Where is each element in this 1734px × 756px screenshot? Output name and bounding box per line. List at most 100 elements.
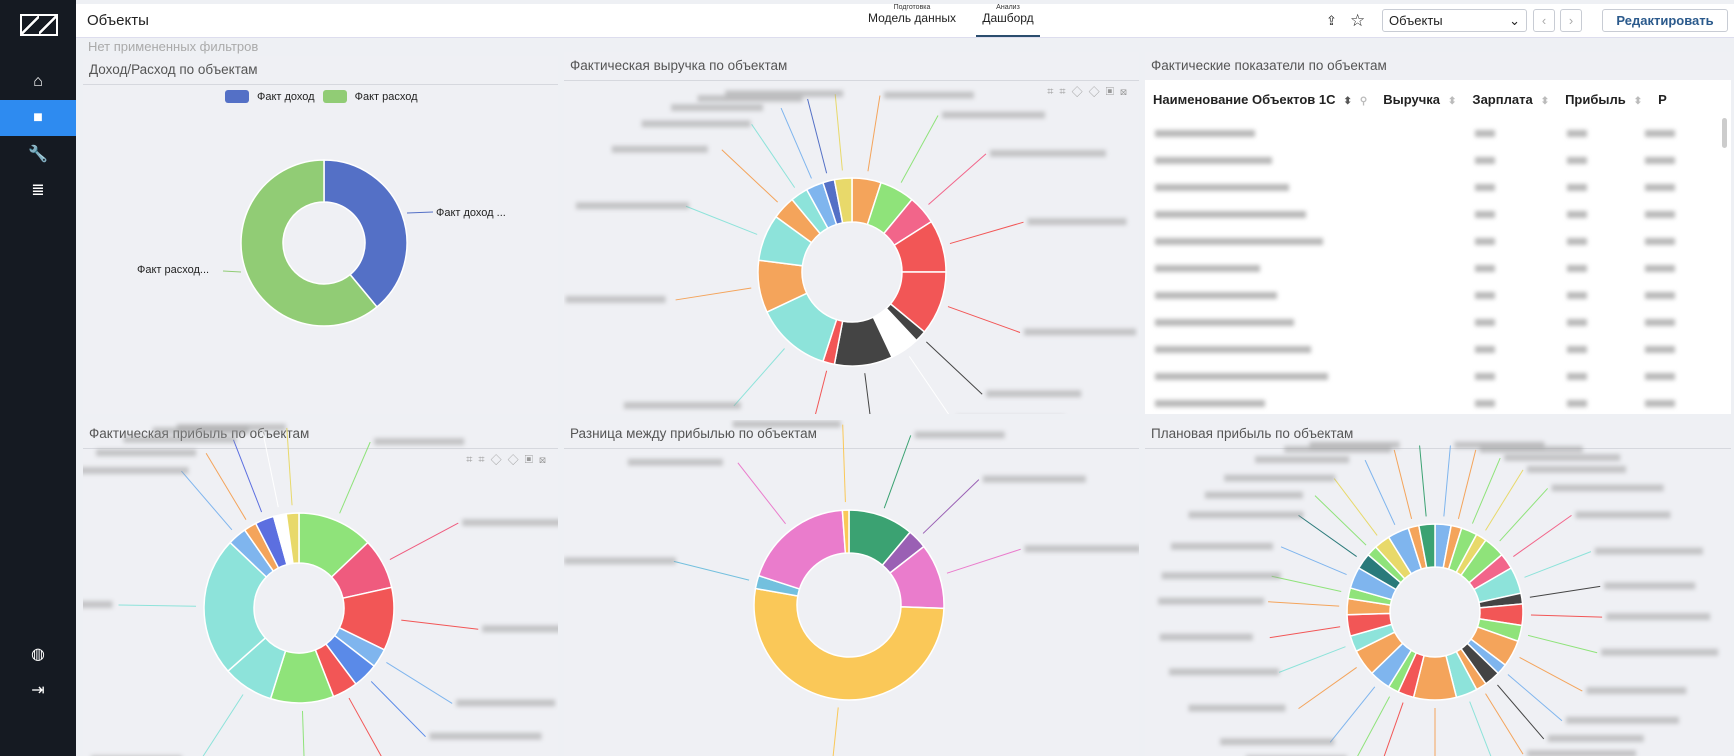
label-line bbox=[926, 341, 983, 395]
label-line bbox=[867, 95, 881, 172]
share-icon[interactable]: ⇪ bbox=[1326, 9, 1337, 32]
pie-slice[interactable] bbox=[203, 541, 268, 673]
label-line bbox=[1519, 656, 1583, 692]
logout-icon[interactable]: ⇥ bbox=[31, 682, 45, 699]
blurred-label bbox=[623, 401, 741, 409]
blurred-label bbox=[1024, 328, 1137, 336]
blurred-label bbox=[96, 449, 197, 457]
label-line bbox=[1485, 693, 1524, 755]
wrench-icon[interactable]: 🔧 bbox=[28, 146, 48, 163]
blurred-cell bbox=[1567, 400, 1587, 407]
blurred-label bbox=[942, 111, 1046, 119]
edit-button[interactable]: Редактировать bbox=[1602, 9, 1728, 32]
blurred-label bbox=[1158, 597, 1265, 605]
col-header[interactable]: Выручка ⬍ bbox=[1383, 91, 1457, 107]
home-icon[interactable]: ⌂ bbox=[33, 73, 43, 90]
col-header[interactable]: Прибыль ⬍ bbox=[1565, 91, 1643, 107]
label-line bbox=[883, 435, 912, 509]
globe-icon[interactable]: ◍ bbox=[31, 646, 45, 663]
label-line bbox=[1298, 514, 1357, 557]
blurred-label bbox=[575, 202, 689, 210]
pie-slice[interactable] bbox=[757, 509, 847, 590]
label-line bbox=[1333, 478, 1378, 536]
label-line bbox=[1329, 686, 1376, 743]
pie-slice[interactable] bbox=[1417, 523, 1436, 569]
tab-data-model[interactable]: Подготовка Модель данных bbox=[868, 4, 956, 25]
tab-dashboard[interactable]: Анализ Дашборд bbox=[976, 4, 1040, 37]
col-header[interactable]: Наименование Объектов 1С ⬍ ⚲ bbox=[1153, 91, 1368, 107]
scrollbar[interactable] bbox=[1722, 118, 1727, 148]
pie-slice[interactable] bbox=[285, 512, 300, 565]
blurred-cell bbox=[1155, 292, 1277, 299]
blurred-cell bbox=[1567, 265, 1587, 272]
panel-title: Фактические показатели по объектам bbox=[1145, 52, 1731, 80]
blurred-label bbox=[1604, 582, 1696, 590]
label-line bbox=[1357, 696, 1391, 756]
blurred-cell bbox=[1645, 157, 1675, 164]
label-line bbox=[1513, 514, 1572, 557]
select-value: Объекты bbox=[1389, 13, 1443, 28]
search-icon: ⚲ bbox=[1359, 95, 1368, 107]
label-line bbox=[1524, 551, 1592, 578]
next-button[interactable]: › bbox=[1560, 9, 1582, 32]
blurred-label bbox=[732, 420, 841, 428]
panel-title: Плановая прибыль по объектам bbox=[1151, 426, 1354, 441]
blurred-label bbox=[697, 95, 803, 103]
blurred-cell bbox=[1155, 238, 1323, 245]
pie-slice[interactable] bbox=[833, 177, 853, 224]
label-line bbox=[733, 348, 785, 407]
blurred-label bbox=[1594, 547, 1703, 555]
blurred-label bbox=[1586, 687, 1687, 695]
tab-caption: Анализ bbox=[996, 4, 1020, 11]
label-line bbox=[1268, 601, 1340, 607]
label-line bbox=[386, 662, 453, 704]
legend-item[interactable]: Факт доход bbox=[257, 90, 315, 103]
blurred-cell bbox=[1567, 319, 1587, 326]
panel-actual-profit: Фактическая прибыль по объектам ⌗⌗◇◇▣⊠ bbox=[83, 420, 558, 756]
blurred-label bbox=[1565, 716, 1679, 724]
label-line bbox=[834, 94, 843, 171]
blurred-label bbox=[725, 90, 844, 98]
blurred-label bbox=[462, 519, 558, 527]
blurred-label bbox=[1527, 750, 1637, 756]
star-icon[interactable]: ☆ bbox=[1350, 9, 1366, 32]
legend-item[interactable]: Факт расход bbox=[354, 90, 418, 103]
prev-button[interactable]: ‹ bbox=[1533, 9, 1555, 32]
panel-planned-profit: Плановая прибыль по объектам bbox=[1145, 420, 1731, 756]
blurred-cell bbox=[1645, 373, 1675, 380]
blurred-cell bbox=[1155, 400, 1265, 407]
label-line bbox=[1419, 445, 1427, 517]
chart-toolbar[interactable]: ⌗⌗◇◇▣⊠ bbox=[1047, 86, 1133, 98]
blurred-label bbox=[1551, 484, 1664, 492]
label-line bbox=[1469, 701, 1492, 756]
blurred-label bbox=[641, 120, 751, 128]
blurred-label bbox=[1309, 441, 1400, 449]
chart-toolbar[interactable]: ⌗⌗◇◇▣⊠ bbox=[466, 454, 552, 466]
label-line bbox=[286, 427, 293, 506]
database-icon[interactable]: ≣ bbox=[31, 182, 45, 199]
col-header[interactable]: Зарплата ⬍ bbox=[1472, 91, 1550, 107]
panel-income-expense: Доход/Расход по объектам Факт доход Факт… bbox=[83, 56, 558, 414]
object-select[interactable]: Объекты ⌄ bbox=[1382, 9, 1527, 32]
pie-slice[interactable] bbox=[323, 159, 408, 309]
blurred-cell bbox=[1645, 238, 1675, 245]
blurred-cell bbox=[1155, 130, 1255, 137]
panel-title: Фактическая выручка по объектам bbox=[570, 58, 788, 73]
logo bbox=[20, 14, 58, 36]
pie-slice[interactable] bbox=[240, 159, 378, 327]
blurred-cell bbox=[1567, 346, 1587, 353]
panel-title: Разница между прибылью по объектам bbox=[570, 426, 817, 441]
blurred-label bbox=[83, 467, 189, 475]
col-header[interactable]: Р bbox=[1658, 91, 1667, 107]
folder-icon[interactable]: ■ bbox=[0, 100, 76, 136]
pie-slice[interactable] bbox=[753, 587, 945, 701]
label-line bbox=[1507, 674, 1563, 722]
blurred-cell bbox=[1645, 400, 1675, 407]
label-line bbox=[685, 205, 758, 235]
blurred-cell bbox=[1645, 292, 1675, 299]
blurred-label bbox=[374, 438, 465, 446]
blurred-label bbox=[611, 145, 708, 153]
blurred-cell bbox=[1155, 319, 1294, 326]
label-line bbox=[842, 424, 846, 503]
pie-slice[interactable] bbox=[841, 509, 850, 554]
